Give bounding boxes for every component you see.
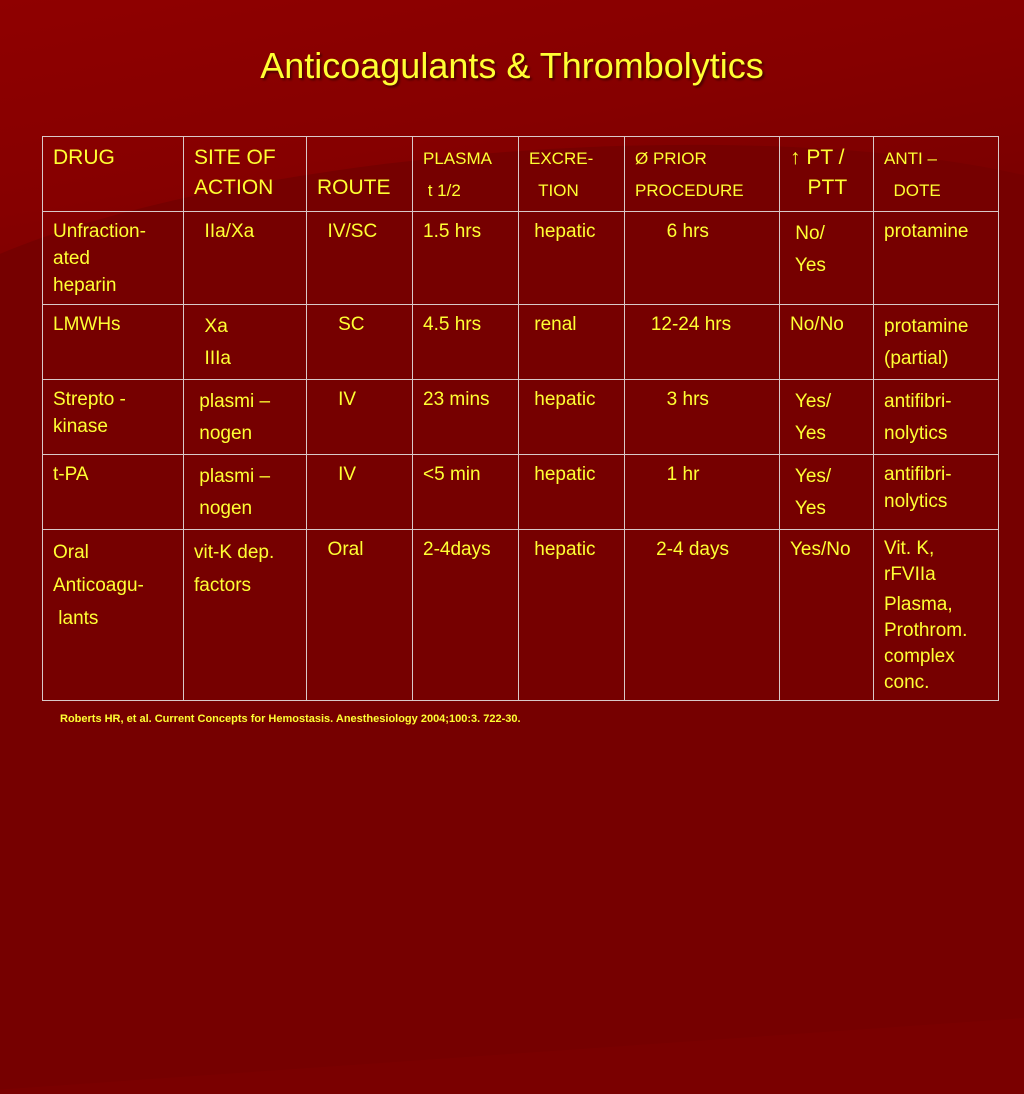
cell-pt-ptt: Yes/ Yes	[779, 379, 874, 455]
cell-prior-procedure: 1 hr	[624, 454, 780, 530]
cell-site: Xa IIIa	[183, 304, 307, 380]
cell-excretion: hepatic	[518, 379, 625, 455]
header-drug: DRUG	[42, 136, 184, 212]
cell-pt-ptt: Yes/ Yes	[779, 454, 874, 530]
cell-excretion: hepatic	[518, 454, 625, 530]
cell-excretion: hepatic	[518, 211, 625, 305]
cell-prior-procedure: 3 hrs	[624, 379, 780, 455]
cell-antidote: protamine (partial)	[873, 304, 999, 380]
cell-drug: Strepto - kinase	[42, 379, 184, 455]
slide-title: Anticoagulants & Thrombolytics	[260, 45, 764, 86]
cell-half-life: 23 mins	[412, 379, 519, 455]
cell-half-life: <5 min	[412, 454, 519, 530]
cell-excretion: renal	[518, 304, 625, 380]
header-site-of-action: SITE OF ACTION	[183, 136, 307, 212]
cell-route: IV	[306, 454, 413, 530]
cell-drug: Unfraction- ated heparin	[42, 211, 184, 305]
header-prior-procedure: Ø PRIOR PROCEDURE	[624, 136, 780, 212]
table-row: Oral Anticoagu- lants vit-K dep. factors…	[42, 529, 999, 701]
table-row: Strepto - kinase plasmi – nogen IV 23 mi…	[42, 379, 999, 455]
table-row: LMWHs Xa IIIa SC 4.5 hrs renal 12-24 hrs…	[42, 304, 999, 380]
cell-drug: t-PA	[42, 454, 184, 530]
cell-half-life: 1.5 hrs	[412, 211, 519, 305]
cell-antidote: Vit. K, rFVIIa Plasma, Prothrom. complex…	[873, 529, 999, 701]
cell-prior-procedure: 6 hrs	[624, 211, 780, 305]
cell-pt-ptt: Yes/No	[779, 529, 874, 701]
cell-site: plasmi – nogen	[183, 454, 307, 530]
cell-route: Oral	[306, 529, 413, 701]
cell-site: plasmi – nogen	[183, 379, 307, 455]
cell-pt-ptt: No/ Yes	[779, 211, 874, 305]
cell-site: IIa/Xa	[183, 211, 307, 305]
header-antidote: ANTI – DOTE	[873, 136, 999, 212]
cell-prior-procedure: 2-4 days	[624, 529, 780, 701]
cell-pt-ptt: No/No	[779, 304, 874, 380]
header-row: DRUG SITE OF ACTION ROUTE PLASMA t 1/2 E…	[42, 136, 999, 212]
cell-antidote: protamine	[873, 211, 999, 305]
cell-drug: LMWHs	[42, 304, 184, 380]
cell-route: IV/SC	[306, 211, 413, 305]
cell-route: SC	[306, 304, 413, 380]
cell-half-life: 2-4days	[412, 529, 519, 701]
anticoagulant-table: DRUG SITE OF ACTION ROUTE PLASMA t 1/2 E…	[42, 136, 999, 701]
cell-prior-procedure: 12-24 hrs	[624, 304, 780, 380]
header-pt-ptt: ↑ PT / PTT	[779, 136, 874, 212]
cell-antidote: antifibri- nolytics	[873, 454, 999, 530]
citation: Roberts HR, et al. Current Concepts for …	[60, 713, 521, 725]
table-row: Unfraction- ated heparin IIa/Xa IV/SC 1.…	[42, 211, 999, 305]
cell-excretion: hepatic	[518, 529, 625, 701]
cell-site: vit-K dep. factors	[183, 529, 307, 701]
table-row: t-PA plasmi – nogen IV <5 min hepatic 1 …	[42, 454, 999, 530]
cell-antidote: antifibri- nolytics	[873, 379, 999, 455]
cell-half-life: 4.5 hrs	[412, 304, 519, 380]
header-route: ROUTE	[306, 136, 413, 212]
header-excretion: EXCRE- TION	[518, 136, 625, 212]
cell-route: IV	[306, 379, 413, 455]
cell-drug: Oral Anticoagu- lants	[42, 529, 184, 701]
header-plasma-half-life: PLASMA t 1/2	[412, 136, 519, 212]
